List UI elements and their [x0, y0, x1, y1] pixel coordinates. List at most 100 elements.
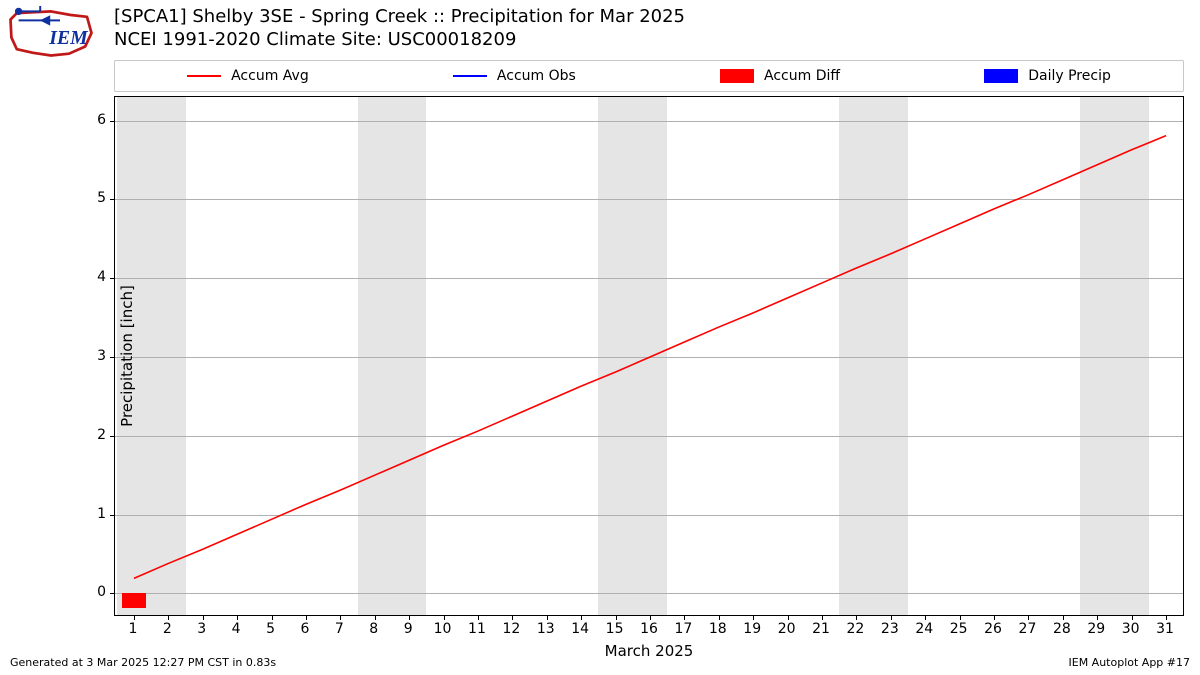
plot-canvas	[114, 96, 1184, 616]
accum-diff-bar	[122, 593, 146, 608]
gridline	[115, 278, 1183, 279]
xtick-mark	[203, 615, 204, 620]
xtick-mark	[925, 615, 926, 620]
weekend-band	[598, 97, 632, 615]
gridline	[115, 593, 1183, 594]
xtick-label: 22	[847, 621, 865, 637]
xtick-mark	[168, 615, 169, 620]
ytick-label: 5	[76, 190, 106, 206]
xtick-mark	[684, 615, 685, 620]
xtick-label: 2	[163, 621, 172, 637]
plot-area: Precipitation [inch] March 2025 0123456 …	[114, 96, 1184, 616]
xtick-label: 31	[1156, 621, 1174, 637]
legend-item: Daily Precip	[984, 68, 1111, 84]
xtick-mark	[788, 615, 789, 620]
xtick-mark	[753, 615, 754, 620]
xtick-mark	[134, 615, 135, 620]
ytick-mark	[110, 357, 115, 358]
ytick-mark	[110, 436, 115, 437]
xtick-mark	[375, 615, 376, 620]
weekend-band	[874, 97, 908, 615]
title-line-2: NCEI 1991-2020 Climate Site: USC00018209	[114, 29, 685, 52]
xtick-label: 5	[266, 621, 275, 637]
xtick-label: 8	[369, 621, 378, 637]
xtick-label: 17	[674, 621, 692, 637]
xtick-mark	[856, 615, 857, 620]
xtick-mark	[1063, 615, 1064, 620]
chart-title: [SPCA1] Shelby 3SE - Spring Creek :: Pre…	[114, 6, 685, 51]
ytick-mark	[110, 199, 115, 200]
xtick-label: 23	[881, 621, 899, 637]
ytick-label: 1	[76, 506, 106, 522]
ytick-mark	[110, 278, 115, 279]
chart-legend: Accum Avg Accum Obs Accum Diff Daily Precip	[114, 60, 1184, 92]
xtick-label: 11	[468, 621, 486, 637]
legend-label: Accum Obs	[497, 68, 576, 84]
xtick-mark	[581, 615, 582, 620]
xtick-label: 24	[915, 621, 933, 637]
y-axis-label: Precipitation [inch]	[118, 285, 136, 427]
legend-item: Accum Diff	[720, 68, 840, 84]
gridline	[115, 199, 1183, 200]
legend-label: Accum Diff	[764, 68, 840, 84]
xtick-mark	[960, 615, 961, 620]
xtick-mark	[1166, 615, 1167, 620]
legend-label: Daily Precip	[1028, 68, 1111, 84]
xtick-label: 15	[606, 621, 624, 637]
xtick-mark	[409, 615, 410, 620]
xtick-mark	[340, 615, 341, 620]
ytick-mark	[110, 515, 115, 516]
ytick-label: 4	[76, 269, 106, 285]
weekend-band	[839, 97, 873, 615]
xtick-label: 14	[571, 621, 589, 637]
legend-item: Accum Avg	[187, 68, 309, 84]
legend-swatch	[453, 75, 487, 77]
xtick-mark	[444, 615, 445, 620]
xtick-label: 6	[300, 621, 309, 637]
xtick-mark	[272, 615, 273, 620]
xtick-label: 16	[640, 621, 658, 637]
xtick-label: 18	[709, 621, 727, 637]
xtick-label: 28	[1053, 621, 1071, 637]
xtick-label: 10	[434, 621, 452, 637]
xtick-label: 1	[128, 621, 137, 637]
xtick-mark	[512, 615, 513, 620]
xtick-label: 29	[1087, 621, 1105, 637]
svg-text:IEM: IEM	[48, 27, 89, 49]
legend-swatch	[720, 69, 754, 83]
xtick-label: 3	[197, 621, 206, 637]
xtick-mark	[616, 615, 617, 620]
xtick-label: 27	[1019, 621, 1037, 637]
xtick-label: 30	[1122, 621, 1140, 637]
legend-swatch	[984, 69, 1018, 83]
gridline	[115, 515, 1183, 516]
xtick-mark	[994, 615, 995, 620]
xtick-label: 9	[404, 621, 413, 637]
xtick-label: 4	[232, 621, 241, 637]
weekend-band	[151, 97, 185, 615]
weekend-band	[633, 97, 667, 615]
ytick-label: 0	[76, 584, 106, 600]
xtick-label: 13	[537, 621, 555, 637]
weekend-band	[358, 97, 392, 615]
legend-label: Accum Avg	[231, 68, 309, 84]
footer-generated: Generated at 3 Mar 2025 12:27 PM CST in …	[10, 656, 276, 669]
xtick-label: 19	[743, 621, 761, 637]
xtick-mark	[650, 615, 651, 620]
ytick-label: 6	[76, 112, 106, 128]
title-line-1: [SPCA1] Shelby 3SE - Spring Creek :: Pre…	[114, 6, 685, 29]
legend-item: Accum Obs	[453, 68, 576, 84]
weekend-band	[1114, 97, 1148, 615]
xtick-mark	[1097, 615, 1098, 620]
ytick-label: 3	[76, 348, 106, 364]
xtick-mark	[306, 615, 307, 620]
xtick-mark	[1132, 615, 1133, 620]
xtick-label: 21	[812, 621, 830, 637]
iem-logo: IEM	[6, 6, 96, 60]
ytick-mark	[110, 121, 115, 122]
xtick-mark	[822, 615, 823, 620]
xtick-label: 26	[984, 621, 1002, 637]
ytick-mark	[110, 593, 115, 594]
xtick-label: 7	[335, 621, 344, 637]
xtick-mark	[1028, 615, 1029, 620]
